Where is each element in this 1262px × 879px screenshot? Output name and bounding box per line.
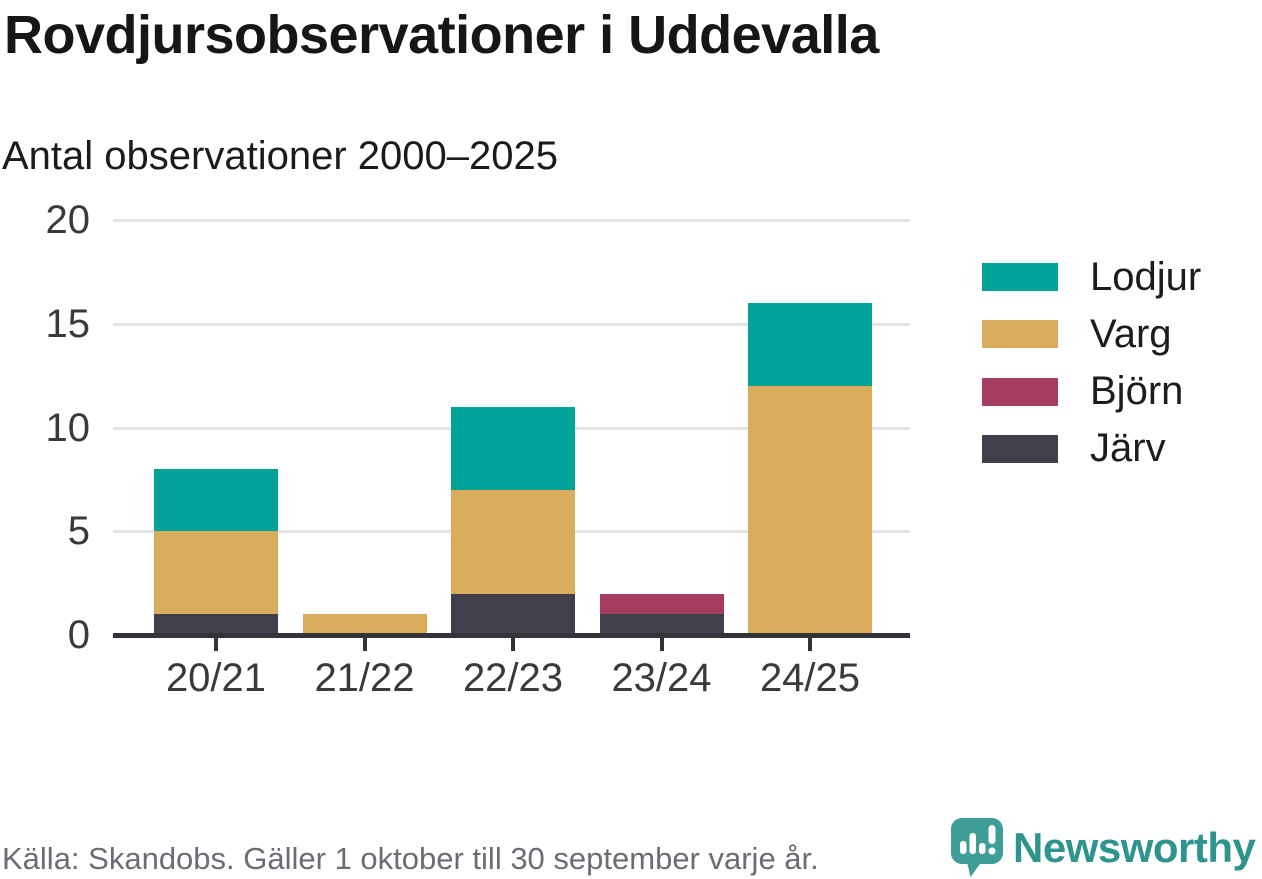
brand-lockup: Newsworthy — [951, 818, 1256, 878]
legend-swatch-järv — [982, 434, 1058, 463]
bar-segment-20-21-järv — [154, 614, 278, 635]
legend-swatch-lodjur — [982, 263, 1058, 291]
x-tick-label: 20/21 — [165, 656, 267, 700]
bar-segment-20-21-varg — [154, 531, 278, 615]
x-tick-label: 21/22 — [314, 656, 415, 700]
y-tick-label: 5 — [67, 509, 90, 554]
bar-segment-24-25-varg — [748, 386, 872, 635]
x-axis-line — [113, 633, 910, 638]
gridline-y15 — [113, 322, 910, 326]
x-tick-label: 23/24 — [611, 656, 712, 700]
newsworthy-logo-icon — [951, 818, 1003, 877]
x-tick — [808, 638, 812, 651]
legend-label: Lodjur — [1090, 254, 1202, 299]
y-tick-label: 15 — [45, 301, 91, 346]
x-tick — [214, 638, 218, 651]
legend-swatch-varg — [982, 320, 1058, 349]
brand-name: Newsworthy — [1013, 824, 1256, 871]
legend-swatch-björn — [982, 377, 1058, 406]
source-note: Källa: Skandobs. Gäller 1 oktober till 3… — [2, 841, 819, 876]
y-tick-label: 20 — [45, 198, 91, 242]
y-tick-label: 10 — [45, 405, 91, 450]
bar-segment-20-21-lodjur — [154, 469, 278, 532]
x-tick — [362, 638, 367, 651]
chart-title: Rovdjursobservationer i Uddevalla — [4, 5, 879, 65]
legend-label: Järv — [1090, 426, 1166, 471]
y-tick-label: 0 — [67, 613, 90, 657]
gridline-y20 — [113, 219, 910, 222]
bar-segment-21-22-varg — [302, 614, 427, 635]
bar-segment-23-24-järv — [599, 614, 724, 635]
x-tick-label: 22/23 — [462, 656, 564, 700]
legend-item-lodjur: Lodjur — [982, 255, 1201, 299]
legend-item-björn: Björn — [982, 369, 1184, 414]
legend-item-järv: Järv — [982, 426, 1166, 471]
x-tick — [511, 638, 515, 651]
bar-segment-22-23-varg — [451, 489, 575, 594]
legend-label: Björn — [1090, 369, 1184, 414]
bar-segment-23-24-björn — [599, 593, 724, 615]
chart-subtitle: Antal observationer 2000–2025 — [2, 134, 558, 178]
legend-item-varg: Varg — [982, 312, 1172, 356]
bar-segment-22-23-järv — [451, 593, 575, 635]
bar-segment-22-23-lodjur — [451, 406, 575, 490]
x-tick-label: 24/25 — [759, 656, 861, 700]
bar-segment-24-25-lodjur — [748, 303, 872, 386]
x-tick — [659, 638, 664, 651]
legend-label: Varg — [1090, 311, 1172, 356]
